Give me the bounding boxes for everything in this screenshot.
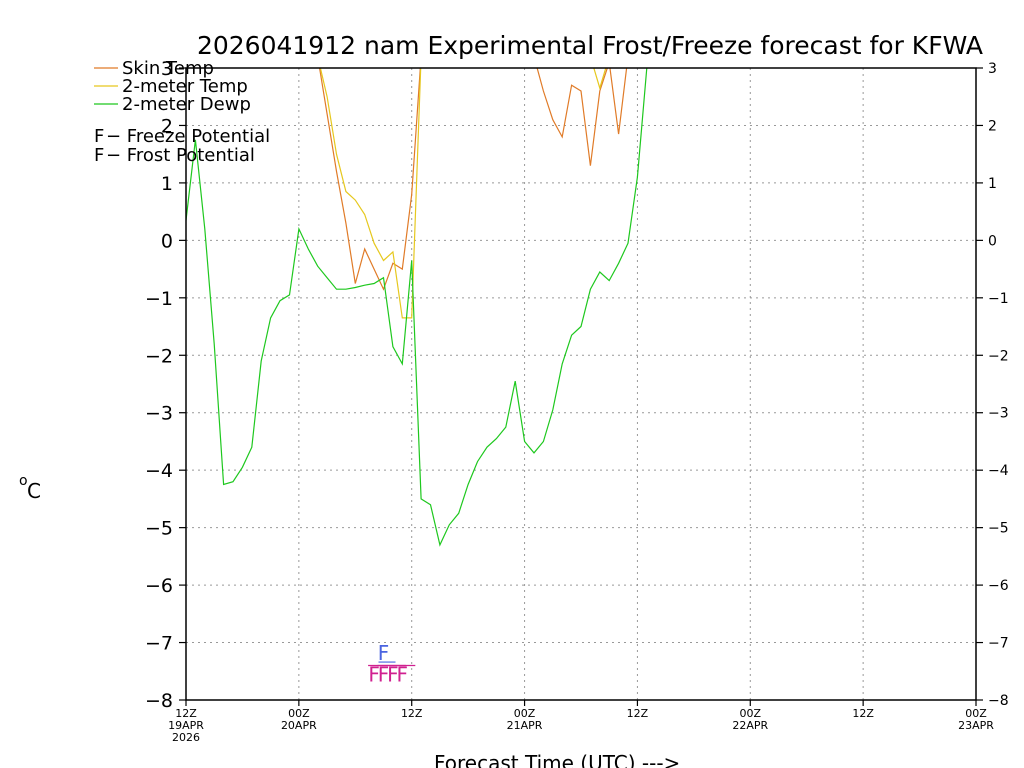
y-axis-unit-degree: o — [19, 473, 28, 489]
y-tick-label-left: −4 — [145, 460, 173, 482]
x-tick-label: 22APR — [732, 719, 768, 732]
legend-label: 2-meter Dewp — [122, 94, 251, 115]
y-tick-label-right: 1 — [988, 176, 997, 192]
y-tick-label-right: −1 — [988, 291, 1009, 307]
x-tick-label: 12Z — [175, 707, 197, 720]
flag-legend-glyph: F — [94, 145, 104, 166]
y-tick-label-right: −4 — [988, 463, 1009, 479]
plot-frame — [185, 67, 977, 701]
legend-label: 2-meter Temp — [122, 76, 248, 97]
x-tick-label: 2026 — [172, 731, 200, 744]
y-tick-label-left: −7 — [145, 633, 173, 655]
y-axis-left: −8 −7 −6 −5 −4 −3 −2 −1 0 1 2 3 — [145, 58, 186, 712]
y-tick-label-left: −6 — [145, 575, 173, 597]
chart-title: 2026041912 nam Experimental Frost/Freeze… — [197, 31, 983, 60]
flag-legend-label: − Freeze Potential — [106, 126, 270, 147]
y-tick-label-left: 2 — [161, 115, 173, 137]
series-line-skin-temp — [318, 68, 628, 291]
y-tick-label-right: −6 — [988, 578, 1009, 594]
flag-legend-glyph: F — [94, 126, 104, 147]
series-line-2-meter-temp — [319, 68, 607, 319]
series-line-2-meter-dewp — [186, 68, 648, 547]
x-tick-label: 00Z — [288, 707, 310, 720]
y-tick-label-left: −1 — [145, 288, 173, 310]
freeze-mark: F — [387, 663, 399, 687]
freeze-mark: F — [368, 663, 380, 687]
series-lines — [186, 68, 648, 547]
y-tick-label-right: 2 — [988, 118, 997, 134]
flag-legend-label: − Frost Potential — [106, 145, 255, 166]
x-tick-label: 00Z — [965, 707, 987, 720]
grid-lines — [186, 68, 976, 700]
x-tick-label: 12Z — [852, 707, 874, 720]
x-tick-label: 12Z — [627, 707, 649, 720]
freeze-mark: F — [397, 663, 409, 687]
x-tick-label: 00Z — [740, 707, 762, 720]
y-tick-label-left: −2 — [145, 345, 173, 367]
x-tick-label: 00Z — [514, 707, 536, 720]
y-tick-label-left: −3 — [145, 403, 173, 425]
frost-mark: F — [378, 641, 390, 665]
y-tick-label-right: −7 — [988, 636, 1009, 652]
x-tick-label: 23APR — [958, 719, 994, 732]
x-tick-label: 20APR — [281, 719, 317, 732]
y-tick-label-right: −8 — [988, 693, 1009, 709]
freeze-mark: F — [378, 663, 390, 687]
x-tick-label: 12Z — [401, 707, 423, 720]
x-tick-label: 21APR — [507, 719, 543, 732]
y-axis-label: C — [27, 479, 41, 503]
y-tick-label-right: −2 — [988, 348, 1009, 364]
y-tick-label-left: −8 — [145, 690, 173, 712]
y-tick-label-right: −5 — [988, 521, 1009, 537]
y-tick-label-right: 0 — [988, 233, 997, 249]
y-tick-label-left: 0 — [161, 230, 173, 252]
y-tick-label-left: 1 — [161, 173, 173, 195]
x-axis-label: Forecast Time (UTC) ---> — [434, 751, 680, 768]
y-axis-right: −8 −7 −6 −5 −4 −3 −2 −1 0 1 2 3 — [976, 61, 1009, 709]
x-tick-label: 19APR — [168, 719, 204, 732]
y-tick-label-right: −3 — [988, 406, 1009, 422]
y-tick-label-left: −5 — [145, 518, 173, 540]
y-tick-label-right: 3 — [988, 61, 997, 77]
legend-label: Skin Temp — [122, 58, 214, 79]
y-tick-label-left: 3 — [161, 58, 173, 80]
